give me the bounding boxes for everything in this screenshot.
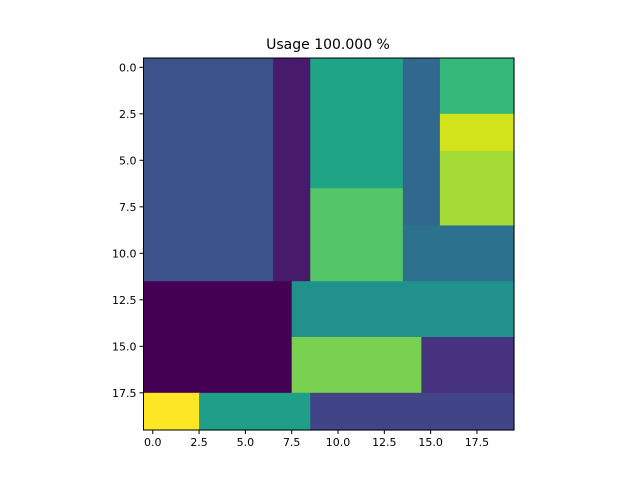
heatmap-cells — [143, 58, 515, 431]
y-tick-label: 15.0 — [112, 340, 137, 353]
heatmap-region-8 — [402, 225, 515, 282]
heatmap-region-10 — [291, 281, 515, 338]
heatmap-region-5 — [439, 58, 515, 115]
x-tick-label: 0.0 — [144, 436, 162, 449]
heatmap-region-3 — [310, 188, 404, 282]
x-tick-label: 7.5 — [283, 436, 301, 449]
y-tick-label: 12.5 — [112, 294, 137, 307]
y-tick-label: 0.0 — [119, 61, 137, 74]
heatmap-region-11 — [291, 337, 422, 394]
heatmap-region-15 — [310, 392, 515, 431]
y-tick-label: 7.5 — [119, 201, 137, 214]
axes: 0.0 2.5 5.0 7.5 10.0 12.5 15.0 17.5 0.0 2.5 5.0 7.5… — [112, 57, 515, 449]
y-tick-label: 5.0 — [119, 154, 137, 167]
x-tick-label: 12.5 — [372, 436, 397, 449]
x-tick-label: 5.0 — [237, 436, 255, 449]
heatmap-region-14 — [199, 392, 311, 431]
heatmap-region-9 — [143, 281, 293, 394]
x-tick-label: 2.5 — [190, 436, 208, 449]
heatmap-region-7 — [439, 151, 515, 226]
heatmap-region-4 — [402, 58, 441, 226]
y-tick-label: 17.5 — [112, 387, 137, 400]
y-tick-label: 10.0 — [112, 247, 137, 260]
heatmap-region-12 — [421, 337, 515, 394]
chart-title: Usage 100.000 % — [266, 37, 390, 53]
plot-frame — [143, 57, 515, 431]
x-tick-label: 10.0 — [326, 436, 351, 449]
heatmap-region-13 — [143, 392, 200, 431]
heatmap-region-6 — [439, 113, 515, 152]
heatmap-region-2 — [310, 58, 404, 189]
heatmap-region-0 — [143, 58, 274, 282]
heatmap-region-1 — [273, 58, 311, 282]
y-tick-label: 2.5 — [119, 108, 137, 121]
x-tick-label: 17.5 — [465, 436, 490, 449]
x-tick-label: 15.0 — [418, 436, 443, 449]
